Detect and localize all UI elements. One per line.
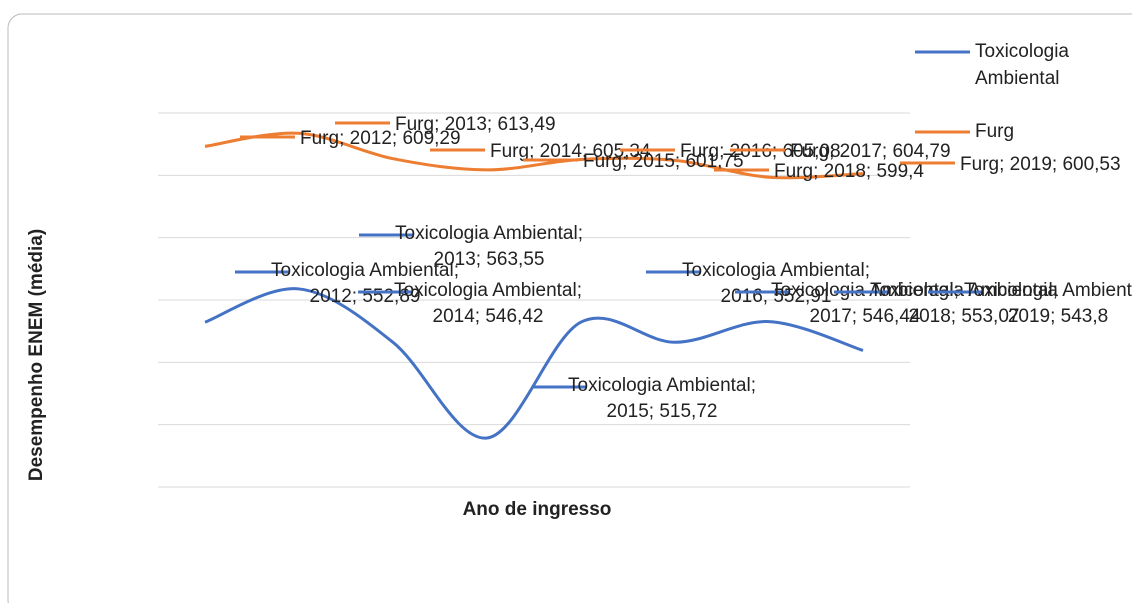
data-label: Furg; 2015; 601,75 (583, 151, 744, 172)
data-label: Toxicologia Ambiental; 2013; 563,55 (395, 223, 583, 270)
data-label: Furg; 2017; 604,79 (790, 141, 951, 162)
series-line (204, 131, 864, 180)
data-label: Furg; 2014; 605,34 (490, 141, 651, 162)
legend-label: Toxicologia Ambiental (975, 41, 1069, 89)
y-axis-title: Desempenho ENEM (média) (26, 229, 47, 481)
data-label-box: Toxicologia Ambiental; 2015; 515,72 (568, 375, 756, 422)
data-label: Furg; 2013; 613,49 (395, 114, 556, 135)
data-label-box: Toxicologia Ambiental; 2013; 563,55 (395, 223, 583, 270)
legend-label: Furg (975, 121, 1015, 142)
data-label: Furg; 2019; 600,53 (960, 154, 1121, 175)
legend-label-box: Furg (975, 121, 1015, 142)
chart-border (7, 13, 1132, 603)
legend-label-box: Toxicologia Ambiental (975, 41, 1069, 89)
data-label: Furg; 2012; 609,29 (300, 128, 461, 149)
data-label-box: Toxicologia Ambiental; 2014; 546,42 (394, 280, 582, 327)
data-label: Toxicologia Ambiental; 2019; 543,8 (964, 280, 1132, 327)
series-line (204, 287, 864, 440)
x-axis-title: Ano de ingresso (463, 499, 612, 520)
data-label: Toxicologia Ambiental; 2014; 546,42 (394, 280, 582, 327)
data-label-box: Toxicologia Ambiental; 2019; 543,8 (964, 280, 1132, 327)
data-label: Furg; 2018; 599,4 (774, 161, 924, 182)
data-label: Toxicologia Ambiental; 2015; 515,72 (568, 375, 756, 422)
